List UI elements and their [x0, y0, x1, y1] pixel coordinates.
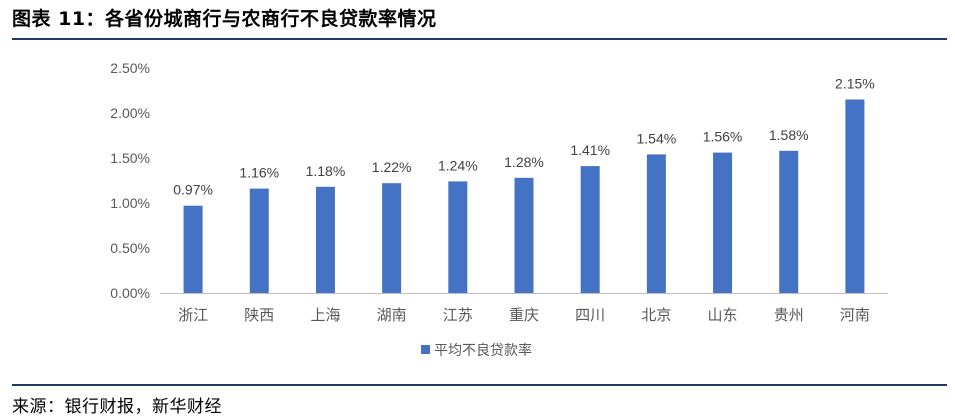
- category-label: 河南: [840, 306, 870, 324]
- y-tick-label: 0.00%: [110, 285, 150, 301]
- category-label: 贵州: [774, 306, 804, 324]
- data-label: 1.16%: [239, 165, 279, 181]
- bar: [779, 150, 799, 293]
- bar: [580, 166, 600, 293]
- data-label: 2.15%: [835, 76, 875, 92]
- category-label: 陕西: [244, 306, 274, 324]
- data-label: 1.56%: [703, 129, 743, 145]
- category-label: 浙江: [178, 306, 208, 324]
- bar: [713, 152, 733, 293]
- bars: [183, 99, 865, 293]
- category-label: 湖南: [377, 306, 407, 324]
- category-labels: 浙江 陕西 上海 湖南 江苏 重庆 四川 北京 山东 贵州 河南: [178, 306, 870, 324]
- category-label: 重庆: [509, 306, 539, 324]
- bar: [382, 183, 402, 293]
- data-label: 1.54%: [637, 130, 677, 146]
- category-label: 北京: [641, 306, 671, 324]
- y-tick-label: 2.50%: [110, 60, 150, 76]
- bar: [249, 188, 269, 293]
- bar: [646, 154, 666, 293]
- bar: [315, 186, 335, 293]
- data-label: 1.28%: [504, 154, 544, 170]
- bar: [448, 181, 468, 293]
- data-label: 1.58%: [769, 127, 809, 143]
- category-label: 上海: [310, 306, 340, 324]
- legend: 平均不良贷款率: [421, 342, 532, 359]
- data-labels: 0.97% 1.16% 1.18% 1.22% 1.24% 1.28% 1.41% 1.54%…: [173, 76, 875, 198]
- legend-label: 平均不良贷款率: [434, 342, 532, 359]
- data-label: 1.22%: [372, 159, 412, 175]
- bottom-rule: [12, 384, 947, 386]
- y-tick-label: 1.00%: [110, 195, 150, 211]
- y-tick-label: 2.00%: [110, 105, 150, 121]
- y-tick-label: 1.50%: [110, 150, 150, 166]
- y-axis-ticks: 0.00% 0.50% 1.00% 1.50% 2.00% 2.50%: [110, 60, 150, 301]
- source-note: 来源：银行财报，新华财经: [12, 397, 222, 417]
- top-rule: [12, 38, 947, 40]
- data-label: 0.97%: [173, 182, 213, 198]
- data-label: 1.41%: [570, 142, 610, 158]
- bar: [845, 99, 865, 293]
- category-label: 山东: [708, 306, 738, 324]
- bar-chart: 0.00% 0.50% 1.00% 1.50% 2.00% 2.50% 0.97% 1.16…: [110, 60, 888, 359]
- legend-swatch: [421, 345, 430, 354]
- y-tick-label: 0.50%: [110, 240, 150, 256]
- bar: [183, 205, 203, 293]
- category-label: 四川: [575, 306, 605, 324]
- category-label: 江苏: [443, 306, 473, 324]
- data-label: 1.18%: [306, 163, 346, 179]
- figure-title: 图表 11：各省份城商行与农商行不良贷款率情况: [12, 8, 437, 30]
- data-label: 1.24%: [438, 157, 478, 173]
- bar: [514, 177, 534, 293]
